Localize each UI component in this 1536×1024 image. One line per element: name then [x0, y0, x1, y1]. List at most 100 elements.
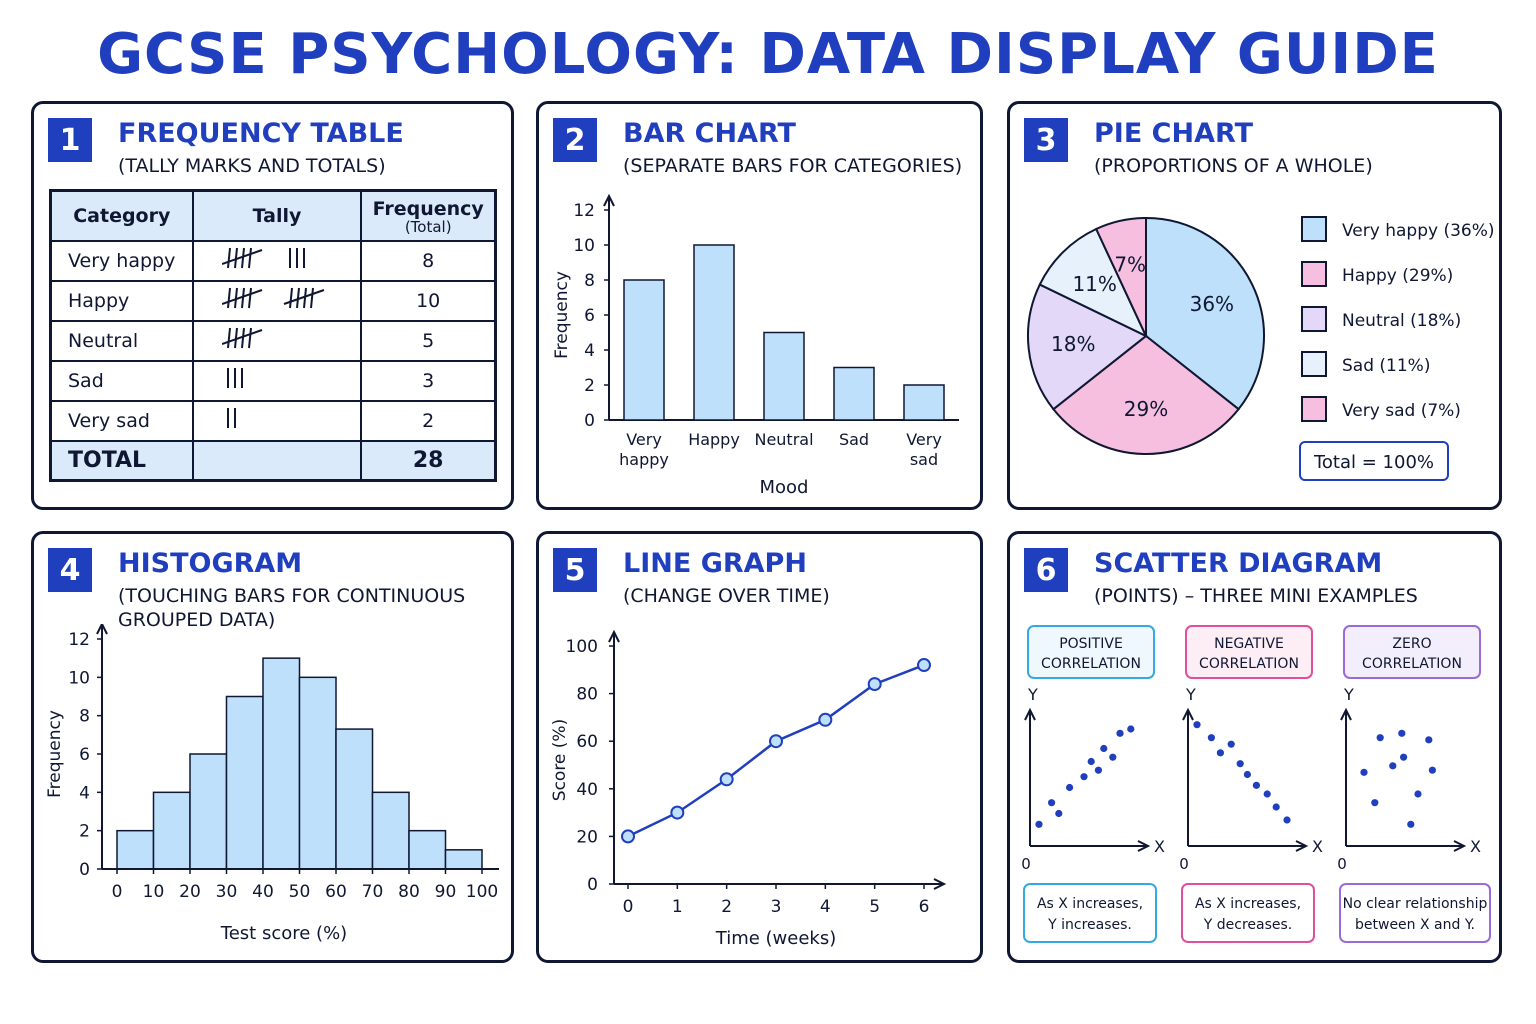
y-tick-label: 100 [566, 637, 598, 657]
legend-label: Happy (29%) [1342, 266, 1453, 286]
frequency-table: Category Tally Frequency (Total) Very ha… [49, 189, 497, 482]
panel-title: PIE CHART [1094, 118, 1253, 149]
x-tick-label: 80 [398, 882, 420, 902]
tally-cross-stroke [221, 249, 262, 265]
y-axis-label: Score (%) [550, 719, 570, 801]
panel-title: SCATTER DIAGRAM [1094, 548, 1383, 579]
scatter-point [1414, 790, 1422, 798]
tally-marks [221, 287, 324, 309]
pie-slice-label: 7% [1114, 253, 1146, 277]
panel-subtitle: (TALLY MARKS AND TOTALS) [118, 155, 386, 177]
total-box [1299, 441, 1449, 481]
correlation-description-line1: No clear relationship [1343, 896, 1488, 912]
histogram-bar [408, 829, 447, 870]
tally-stroke [233, 327, 238, 349]
x-tick-label: 50 [289, 882, 311, 902]
scatter-point [1376, 734, 1384, 742]
panel-subtitle: (CHANGE OVER TIME) [623, 585, 830, 607]
histogram-bar [298, 676, 337, 870]
pie-slice-label: 11% [1072, 272, 1116, 296]
histogram-bar [335, 728, 374, 870]
x-tick-label: 30 [216, 882, 238, 902]
pie-slice-label: 36% [1190, 292, 1234, 316]
row-frequency: 8 [360, 239, 497, 282]
scatter-point [1371, 799, 1379, 807]
table-row: Very sad 2 [49, 399, 497, 442]
row-tally [191, 359, 363, 402]
panel-bar-chart: 2 BAR CHART (SEPARATE BARS FOR CATEGORIE… [536, 101, 983, 510]
correlation-description-box [1181, 883, 1315, 943]
total-value: 28 [360, 439, 497, 482]
panel-number-1: 1 [48, 118, 92, 162]
scatter-point [1066, 783, 1074, 792]
row-tally [191, 279, 363, 322]
x-tick-label: 70 [362, 882, 384, 902]
scatter-point [1398, 729, 1406, 737]
x-tick-label: 90 [435, 882, 457, 902]
data-point [917, 658, 931, 673]
y-tick-label: 40 [576, 780, 598, 800]
y-tick-label: 8 [584, 271, 595, 291]
x-tick-label: 2 [721, 897, 732, 917]
row-tally [191, 319, 363, 362]
panel-number-6: 6 [1024, 548, 1068, 592]
x-tick-label: sad [910, 450, 938, 469]
tally-stroke [233, 287, 238, 309]
table-row: Happy 10 [49, 279, 497, 322]
data-point [769, 734, 783, 749]
tally-marks [221, 247, 305, 269]
legend-swatch [1301, 396, 1327, 422]
panel-frequency-table: 1 FREQUENCY TABLE (TALLY MARKS AND TOTAL… [31, 101, 514, 510]
y-tick-label: 10 [573, 236, 595, 256]
x-tick-label: 0 [623, 897, 634, 917]
scatter-point [1425, 736, 1433, 744]
panel-scatter-diagram: 6 SCATTER DIAGRAM (POINTS) – THREE MINI … [1007, 531, 1502, 963]
panel-histogram: 4 HISTOGRAM (TOUCHING BARS FOR CONTINUOU… [31, 531, 514, 963]
histogram-bar [371, 791, 410, 870]
table-row: Sad 3 [49, 359, 497, 402]
scatter-point [1048, 799, 1056, 807]
pie-chart: 36% 29% 18% 11%7% Very happy (36%) Happy (29%… [1027, 216, 1495, 481]
histogram-bar [225, 695, 264, 870]
pie-slice-label: 29% [1124, 397, 1168, 421]
scatter-point [1193, 721, 1201, 729]
x-tick-label: 100 [466, 882, 498, 902]
x-tick-label: Very [626, 430, 662, 449]
tally-cross-stroke [221, 289, 262, 305]
tally-stroke [295, 287, 300, 309]
x-tick-label: 60 [325, 882, 347, 902]
legend-label: Very sad (7%) [1342, 401, 1461, 421]
panel-title: BAR CHART [623, 118, 796, 149]
header-frequency: Frequency (Total) [360, 189, 497, 242]
total-tally-empty [191, 439, 363, 482]
table-row: Very happy 8 [49, 239, 497, 282]
histogram-chart: 0 2 4 6 8 10 12 0 10 20 30 40 50 60 70 80 90 100 Test scor… [45, 624, 499, 944]
y-axis-label: Y [1185, 685, 1196, 704]
x-tick-label: Very [906, 430, 942, 449]
y-tick-label: 10 [68, 668, 90, 688]
tally-stroke [309, 287, 314, 309]
legend-swatch [1301, 261, 1327, 287]
tally-stroke [240, 327, 245, 349]
correlation-tag-line2: CORRELATION [1362, 656, 1462, 672]
y-axis-arrow [96, 624, 108, 635]
legend-swatch [1301, 216, 1327, 242]
panel-subtitle: (PROPORTIONS OF A WHOLE) [1094, 155, 1373, 177]
tally-marks [221, 327, 262, 349]
y-axis-label: Frequency [45, 710, 65, 798]
legend-label: Very happy (36%) [1342, 221, 1495, 241]
histogram-bar [262, 657, 301, 870]
scatter-point [1283, 816, 1291, 824]
x-tick-label: 6 [919, 897, 930, 917]
y-tick-label: 2 [79, 822, 90, 842]
scatter-point [1389, 762, 1397, 770]
correlation-description-box [1339, 883, 1491, 943]
total-label: TOTAL [49, 439, 194, 482]
x-axis-label: Time (weeks) [715, 928, 837, 949]
tally-stroke [247, 247, 252, 269]
data-point [621, 829, 635, 844]
panel-line-graph: 5 LINE GRAPH (CHANGE OVER TIME) 0 20 40 60 8… [536, 531, 983, 963]
histogram-bar [444, 849, 483, 870]
pie-slice [1145, 216, 1265, 411]
